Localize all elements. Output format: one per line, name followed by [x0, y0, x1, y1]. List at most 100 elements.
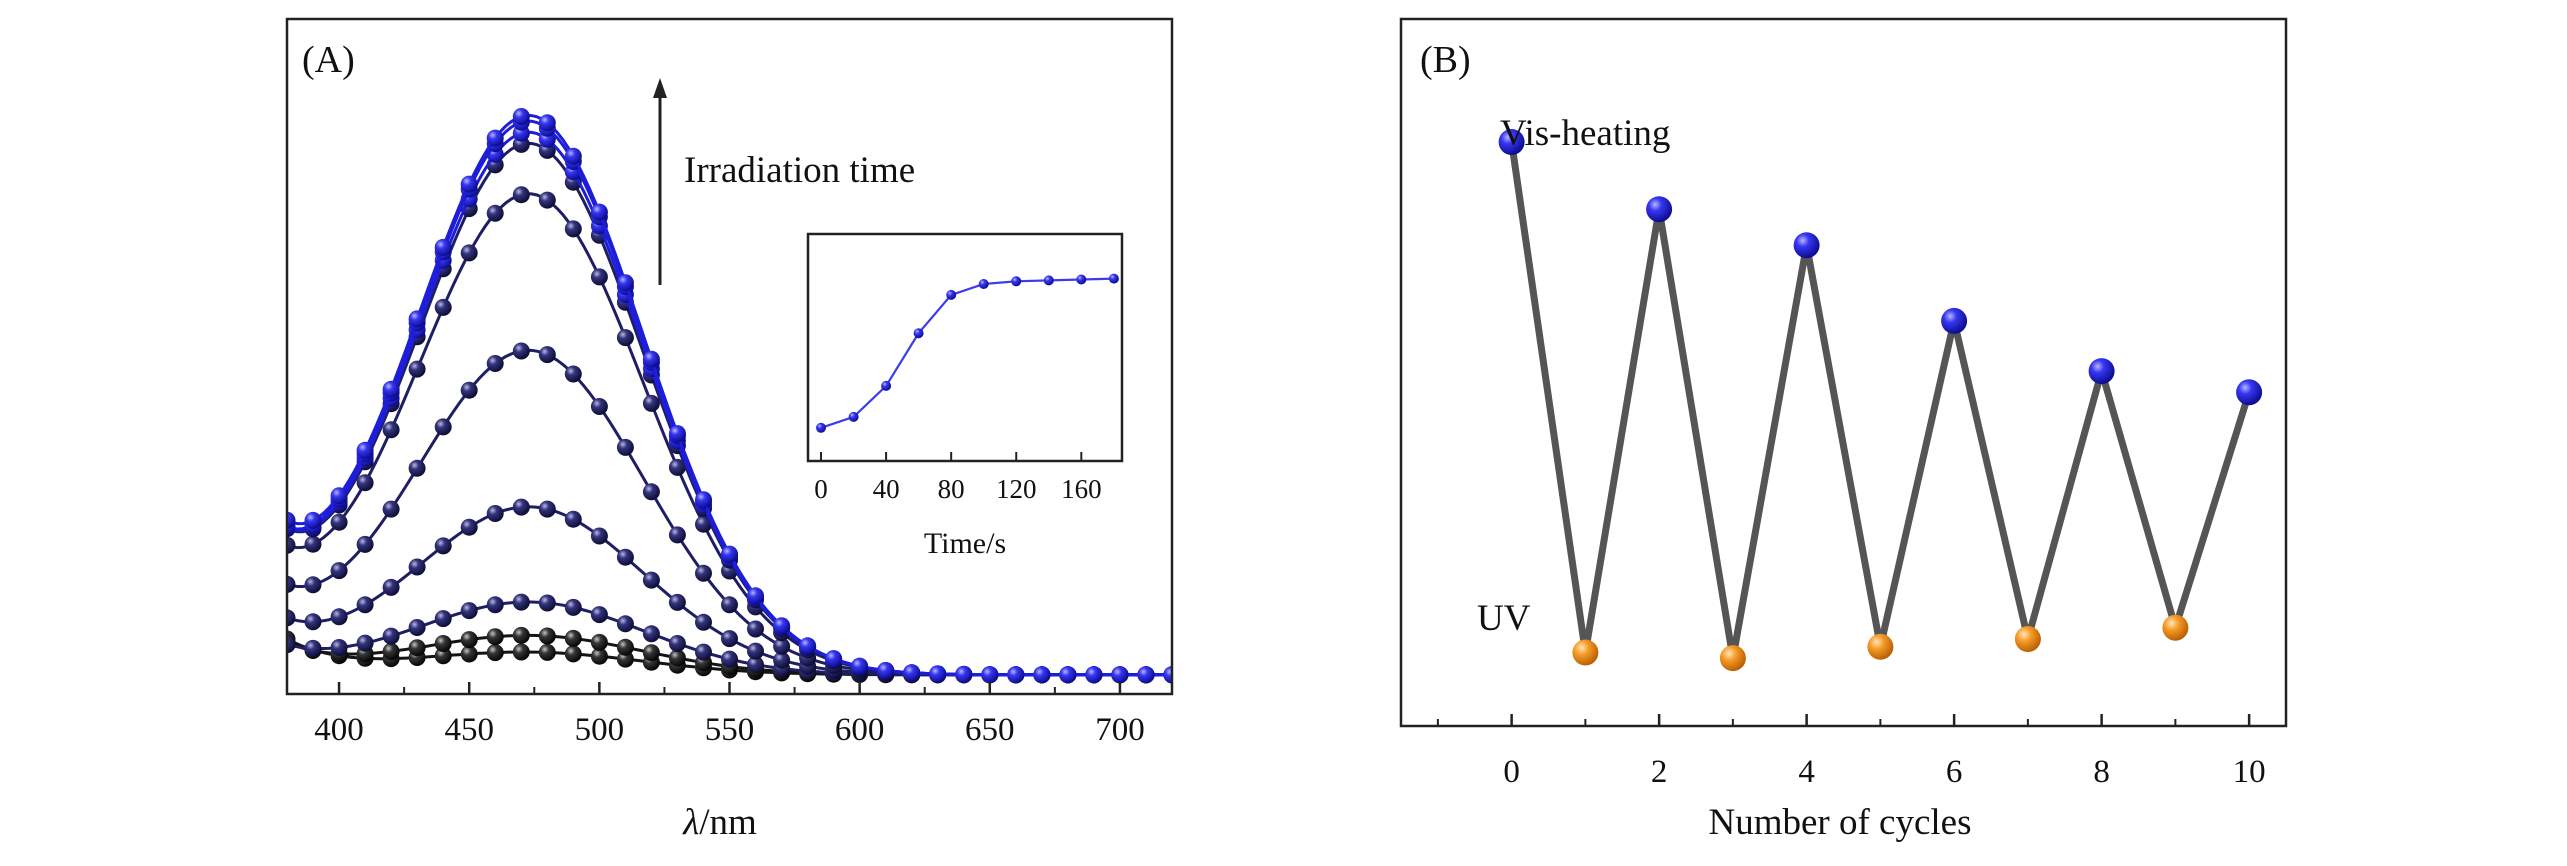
spectrum-marker — [304, 535, 322, 553]
spectrum-marker — [486, 596, 504, 614]
vis-heating-label: Vis-heating — [1500, 113, 1670, 154]
spectrum-marker — [1137, 666, 1155, 684]
inset-marker — [1076, 274, 1087, 285]
spectrum-marker — [486, 628, 504, 646]
spectrum-marker — [486, 505, 504, 522]
spectrum-marker — [590, 203, 608, 221]
spectrum-marker — [799, 637, 817, 655]
spectrum-marker — [356, 535, 374, 553]
spectrum-marker — [538, 594, 556, 612]
vis-heating-marker — [1646, 196, 1673, 223]
inset-chart: 0 40 80 120 160 Time/s — [806, 232, 1124, 560]
x-tick-label: 550 — [705, 712, 755, 748]
spectrum-marker — [564, 365, 582, 383]
spectrum-marker — [356, 596, 374, 614]
spectrum-marker — [460, 645, 478, 663]
spectrum-marker — [434, 537, 452, 555]
spectrum-marker — [747, 587, 764, 605]
spectra-series — [287, 108, 1172, 684]
spectrum-marker — [512, 342, 530, 360]
spectrum-marker — [1085, 666, 1103, 684]
spectrum-marker — [382, 421, 400, 439]
spectrum-marker — [616, 638, 634, 656]
spectrum-marker — [564, 510, 582, 528]
spectrum-marker — [929, 665, 947, 683]
spectrum-marker — [668, 526, 686, 544]
panel-b-x-axis-title: Number of cycles — [1708, 802, 1971, 843]
spectrum-marker — [721, 545, 738, 563]
inset-frame — [806, 232, 1124, 463]
x-tick-label: 2 — [1651, 754, 1668, 790]
spectrum-marker — [538, 627, 556, 645]
x-tick-label: 10 — [2233, 754, 2266, 790]
spectrum-marker — [695, 491, 712, 509]
spectrum-marker — [616, 615, 634, 633]
inset-marker — [848, 411, 859, 422]
panel-b-label: (B) — [1420, 39, 1471, 81]
spectrum-marker — [695, 643, 712, 661]
spectrum-marker — [434, 298, 452, 316]
spectrum-marker — [330, 562, 348, 580]
spectrum-marker — [330, 639, 348, 656]
spectrum-marker — [642, 350, 660, 368]
spectrum-marker — [616, 548, 634, 566]
inset-marker — [1011, 276, 1022, 287]
uv-marker — [1719, 645, 1746, 672]
inset-marker — [881, 380, 892, 391]
inset-x-tick-label: 160 — [1061, 474, 1102, 504]
spectrum-marker — [564, 645, 582, 663]
spectrum-marker — [512, 186, 530, 204]
spectrum-marker — [512, 626, 530, 644]
spectrum-marker — [590, 527, 608, 545]
spectrum-marker — [747, 620, 764, 638]
spectrum-marker — [538, 114, 556, 132]
inset-marker — [946, 289, 957, 300]
spectrum-marker — [538, 643, 556, 661]
spectrum-marker — [851, 657, 869, 675]
spectrum-marker — [1163, 666, 1172, 684]
cycle-line — [1508, 141, 2253, 659]
spectrum-marker — [616, 438, 634, 456]
spectrum-marker — [695, 613, 712, 631]
inset-series — [816, 273, 1119, 433]
spectrum-marker — [356, 634, 374, 652]
spectrum-marker — [460, 244, 478, 262]
x-tick-label: 450 — [444, 712, 494, 748]
spectrum-marker — [1059, 666, 1077, 684]
spectrum-marker — [512, 593, 530, 611]
x-tick-label: 8 — [2093, 754, 2110, 790]
spectrum-marker — [616, 329, 634, 347]
spectrum-marker — [668, 425, 686, 443]
x-tick-label: 500 — [575, 712, 625, 748]
spectrum-marker — [512, 643, 530, 661]
spectrum-marker — [287, 575, 296, 593]
spectrum-marker — [981, 666, 999, 684]
spectrum-marker — [408, 639, 426, 657]
spectrum-marker — [460, 381, 478, 399]
spectrum-marker — [382, 642, 400, 660]
spectrum-marker — [304, 511, 322, 529]
x-tick-label: 0 — [1503, 754, 1520, 790]
vis-heating-marker — [1498, 129, 1525, 155]
spectrum-marker — [287, 536, 296, 554]
spectrum-marker — [538, 191, 556, 209]
spectrum-marker — [903, 664, 921, 682]
spectrum-marker — [877, 662, 895, 679]
spectrum-marker — [564, 598, 582, 616]
spectrum-t10 — [287, 108, 1172, 684]
uv-marker — [1572, 639, 1599, 666]
inset-x-tick-label: 40 — [873, 474, 900, 504]
spectrum-marker — [512, 108, 530, 125]
spectrum-marker — [287, 511, 296, 529]
spectrum-marker — [356, 474, 374, 492]
spectrum-marker — [668, 635, 686, 652]
spectrum-marker — [955, 665, 973, 683]
spectrum-marker — [486, 644, 504, 662]
inset-x-tick-label: 80 — [938, 474, 965, 504]
spectrum-marker — [642, 571, 660, 589]
spectrum-marker — [590, 268, 608, 286]
spectrum-marker — [304, 639, 322, 657]
uv-marker — [2162, 614, 2189, 641]
spectrum-marker — [408, 459, 426, 477]
spectrum-marker — [747, 642, 764, 660]
